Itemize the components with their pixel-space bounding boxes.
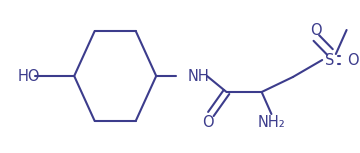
Text: O: O xyxy=(202,114,214,129)
Text: S: S xyxy=(325,52,335,67)
Text: HO: HO xyxy=(18,69,40,84)
Text: NH: NH xyxy=(188,69,209,84)
Text: NH₂: NH₂ xyxy=(257,114,285,129)
Text: O: O xyxy=(347,52,359,67)
Text: O: O xyxy=(311,22,322,37)
